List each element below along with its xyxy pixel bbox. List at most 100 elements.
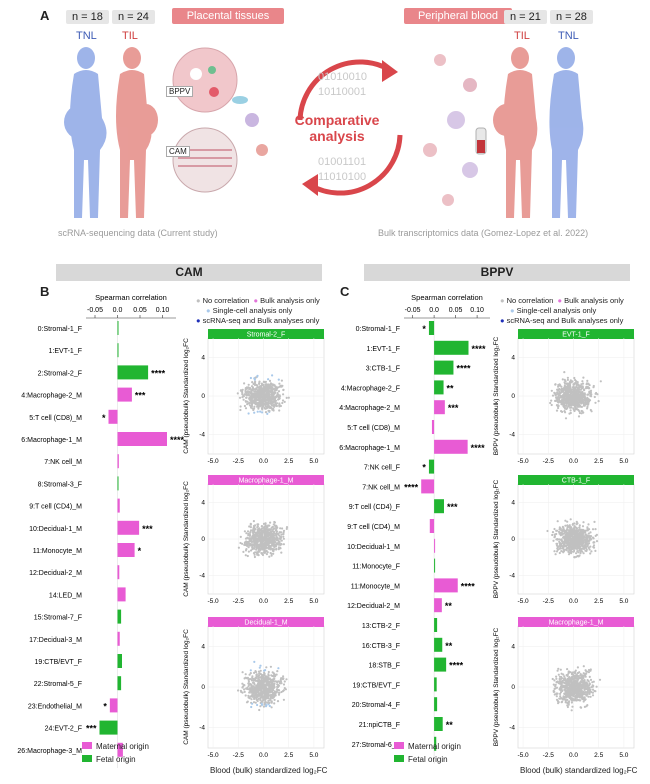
bar-category-label: 5:T cell (CD8)_M <box>347 425 400 432</box>
scatter-point <box>264 541 267 544</box>
scatter-point <box>572 407 575 410</box>
scatter-point <box>255 689 258 692</box>
scatter-point <box>577 415 581 418</box>
scatter-point <box>579 535 582 538</box>
scatter-point <box>241 390 244 393</box>
scatter-point <box>243 690 246 693</box>
scatter-point <box>584 539 587 542</box>
scatter-point <box>281 401 284 405</box>
scatter-point <box>252 532 255 535</box>
bppv-tag: BPPV <box>166 86 194 97</box>
scatter-point <box>589 695 592 698</box>
scatter-point <box>559 538 562 541</box>
scatter-point <box>258 666 261 669</box>
scatter-point <box>241 682 244 685</box>
scatter-point <box>577 390 581 393</box>
bar-category-label: 11:Monocyte_M <box>351 583 400 590</box>
significance-label: *** <box>142 524 153 534</box>
comparative-analysis-label: Comparative analysis <box>294 112 380 144</box>
scatter-point <box>574 541 577 544</box>
scatter-point <box>573 532 576 535</box>
scatter-point <box>246 554 249 558</box>
scatter-point <box>589 545 592 548</box>
maternal-swatch <box>82 742 92 749</box>
scatter-point <box>283 400 286 403</box>
scatter-x-tick: 2.5 <box>284 598 293 605</box>
scatter-point <box>270 674 273 677</box>
cam-scatter-xlabel: Blood (bulk) standardized log₂FC <box>210 766 328 775</box>
bar-category-label: 10:Decidual-1_M <box>29 526 82 533</box>
scatter-strip-title: CTB-1_F <box>562 478 590 485</box>
scatter-point <box>586 679 589 682</box>
scatter-point <box>256 398 259 401</box>
bar-category-label: 21:npiCTB_F <box>359 722 400 729</box>
scatter-point <box>259 669 262 672</box>
scatter-point <box>570 404 573 407</box>
scatter-point <box>586 405 589 408</box>
scatter-point <box>279 531 283 534</box>
scatter-point <box>579 674 582 677</box>
scatter-point <box>565 689 568 692</box>
scatter-point <box>279 678 282 681</box>
scatter-point <box>584 688 587 691</box>
scatter-point <box>582 547 586 550</box>
scatter-strip <box>208 475 324 485</box>
bar-category-label: 23:Endothelial_M <box>28 703 82 710</box>
scatter-point <box>554 383 557 386</box>
scatter-points <box>546 518 599 559</box>
scatter-point <box>245 701 249 704</box>
scatter-point <box>581 550 584 553</box>
scatter-point <box>253 671 256 674</box>
scatter-point <box>252 526 255 529</box>
scatter-y-label: CAM (pseudobulk) Standardized log₂FC <box>183 338 190 454</box>
scatter-point <box>267 682 270 685</box>
scatter-point <box>280 533 283 536</box>
scatter-point <box>589 531 592 534</box>
scatter-point <box>251 675 254 678</box>
scatter-point <box>555 675 558 678</box>
scatter-point <box>250 538 253 541</box>
scatter-x-tick: 0.0 <box>259 598 268 605</box>
scatter-point <box>268 396 271 399</box>
scatter-point <box>250 688 253 691</box>
scatter-point <box>241 685 245 688</box>
significance-label: *** <box>135 391 146 401</box>
scatter-point <box>254 380 257 383</box>
scatter-point <box>583 685 586 688</box>
scatter-point <box>271 538 275 541</box>
scatter-point <box>549 401 552 405</box>
scatter-point <box>282 393 285 396</box>
bar <box>434 697 438 712</box>
scatter-point <box>268 701 271 705</box>
bulk-only-dot-icon: ● <box>253 296 259 305</box>
scatter-point <box>586 683 589 687</box>
scatter-point <box>270 535 273 538</box>
scatter-strip <box>208 329 324 339</box>
scatter-point <box>244 389 247 393</box>
bar-category-label: 0:Stromal-1_F <box>356 326 400 333</box>
scatter-point <box>570 701 573 704</box>
scatter-point <box>563 392 566 395</box>
scatter-point <box>590 550 593 553</box>
scatter-point <box>563 675 566 678</box>
n-til-left: n = 24 <box>112 10 155 24</box>
bar <box>434 538 436 553</box>
scatter-point <box>573 695 576 698</box>
scatter-point <box>253 378 256 381</box>
scatter-point <box>272 392 275 396</box>
scatter-point <box>268 379 272 382</box>
scatter-point <box>282 683 286 686</box>
scatter-point <box>578 699 581 702</box>
scatter-point <box>581 398 584 401</box>
scatter-point <box>584 402 587 406</box>
scatter-point <box>279 527 282 530</box>
scatter-point <box>579 532 582 536</box>
scatter-point <box>575 674 578 677</box>
scatter-point <box>239 408 242 412</box>
scatter-point <box>566 668 569 671</box>
scatter-point <box>266 693 269 696</box>
scatter-point <box>254 671 258 674</box>
scatter-point <box>568 396 571 399</box>
scatter-point <box>591 528 595 531</box>
scatter-point <box>578 526 581 529</box>
